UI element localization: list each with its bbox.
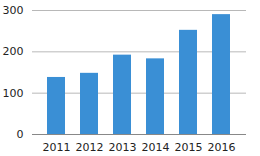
svg-text:300: 300 (3, 4, 24, 17)
svg-text:2016: 2016 (208, 141, 236, 154)
svg-text:200: 200 (3, 45, 24, 58)
svg-text:0: 0 (17, 128, 24, 141)
svg-text:2014: 2014 (142, 141, 170, 154)
svg-text:100: 100 (3, 87, 24, 100)
svg-text:2013: 2013 (109, 141, 137, 154)
svg-text:2012: 2012 (76, 141, 104, 154)
svg-text:2015: 2015 (175, 141, 203, 154)
svg-text:2011: 2011 (43, 141, 71, 154)
